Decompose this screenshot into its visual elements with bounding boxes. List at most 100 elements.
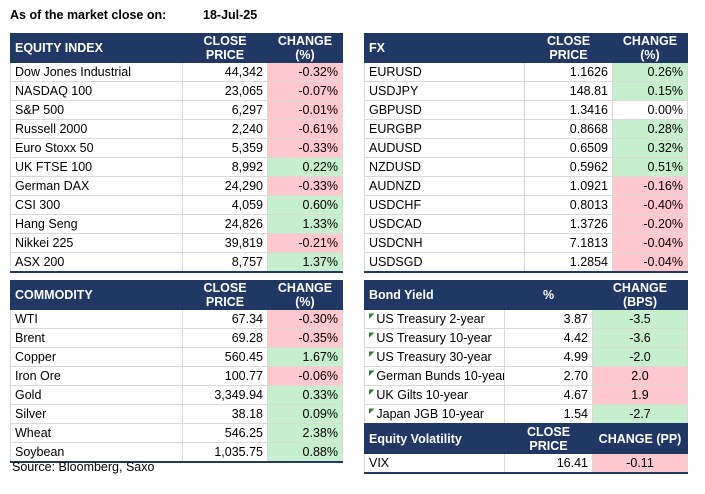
row-label: Nikkei 225 xyxy=(10,233,183,253)
table-header-row: EQUITY INDEX CLOSE PRICE CHANGE (%) xyxy=(10,33,343,63)
equity-index-table: EQUITY INDEX CLOSE PRICE CHANGE (%) Dow … xyxy=(10,33,343,273)
row-label-text: Soybean xyxy=(15,445,65,459)
row-label-text: AUDUSD xyxy=(369,141,422,155)
close-price-cell: 2,240 xyxy=(182,119,268,139)
table-row: Gold 3,349.94 0.33% xyxy=(10,385,343,405)
row-label: NASDAQ 100 xyxy=(10,81,183,101)
row-label-text: EURGBP xyxy=(369,122,422,136)
table-row: NASDAQ 100 23,065 -0.07% xyxy=(10,81,343,101)
commodity-table: COMMODITY CLOSE PRICE CHANGE (%) WTI 67.3… xyxy=(10,280,343,463)
row-label-text: VIX xyxy=(369,456,390,470)
table-row: Russell 2000 2,240 -0.61% xyxy=(10,119,343,139)
table-row: USDCHF 0.8013 -0.40% xyxy=(364,195,688,215)
table-row: UK FTSE 100 8,992 0.22% xyxy=(10,157,343,177)
cell-flag-icon: ◤ xyxy=(369,408,375,415)
row-label-text: Nikkei 225 xyxy=(15,236,74,250)
close-price-cell: 7.1813 xyxy=(524,233,613,253)
change-cell: 0.28% xyxy=(612,119,688,139)
table-row: Hang Seng 24,826 1.33% xyxy=(10,214,343,234)
row-label: NZDUSD xyxy=(364,157,525,177)
row-label-text: USDCAD xyxy=(369,217,422,231)
close-price-cell: 0.8668 xyxy=(524,119,613,139)
column-header-name: Bond Yield xyxy=(364,280,505,310)
row-label-text: German Bunds 10-year xyxy=(376,369,505,383)
change-cell: -0.06% xyxy=(267,366,343,386)
row-label: S&P 500 xyxy=(10,100,183,120)
table-header-row: Equity Volatility CLOSE PRICE CHANGE (PP… xyxy=(364,423,688,454)
table-row: Iron Ore 100.77 -0.06% xyxy=(10,366,343,386)
table-row: ASX 200 8,757 1.37% xyxy=(10,252,343,273)
table-row: VIX 16.41 -0.11 xyxy=(364,453,688,474)
column-header-price: CLOSE PRICE xyxy=(524,33,613,63)
row-label-text: US Treasury 30-year xyxy=(376,350,492,364)
row-label: Euro Stoxx 50 xyxy=(10,138,183,158)
close-price-cell: 546.25 xyxy=(182,423,268,443)
row-label: German DAX xyxy=(10,176,183,196)
row-label-text: S&P 500 xyxy=(15,103,65,117)
table-row: ◤ German Bunds 10-year 2.70 2.0 xyxy=(364,366,688,386)
close-price-cell: 1.3416 xyxy=(524,100,613,120)
change-cell: -0.33% xyxy=(267,138,343,158)
row-label-text: Iron Ore xyxy=(15,369,61,383)
row-label-text: Brent xyxy=(15,331,45,345)
table-header-row: FX CLOSE PRICE CHANGE (%) xyxy=(364,33,688,63)
table-row: ◤ US Treasury 2-year 3.87 -3.5 xyxy=(364,309,688,329)
change-cell: -0.40% xyxy=(612,195,688,215)
column-header-change: CHANGE (PP) xyxy=(592,423,688,454)
close-price-cell: 8,757 xyxy=(182,252,268,273)
row-label: Soybean xyxy=(10,442,183,463)
row-label: USDCHF xyxy=(364,195,525,215)
table-row: Soybean 1,035.75 0.88% xyxy=(10,442,343,463)
row-label-text: Copper xyxy=(15,350,56,364)
table-row: ◤ Japan JGB 10-year 1.54 -2.7 xyxy=(364,404,688,425)
row-label-text: Silver xyxy=(15,407,47,421)
row-label-text: Wheat xyxy=(15,426,52,440)
close-price-cell: 560.45 xyxy=(182,347,268,367)
row-label: UK FTSE 100 xyxy=(10,157,183,177)
row-label-text: USDJPY xyxy=(369,84,419,98)
row-label-text: UK FTSE 100 xyxy=(15,160,93,174)
row-label-text: Russell 2000 xyxy=(15,122,88,136)
close-price-cell: 5,359 xyxy=(182,138,268,158)
bond-yield-table: Bond Yield % CHANGE (BPS) ◤ US Treasury 2… xyxy=(364,280,688,474)
column-header-change: CHANGE (%) xyxy=(267,33,343,63)
source-note: Source: Bloomberg, Saxo xyxy=(12,460,155,474)
close-price-cell: 4.99 xyxy=(504,347,593,367)
column-header-name: EQUITY INDEX xyxy=(10,33,183,63)
close-price-cell: 4.42 xyxy=(504,328,593,348)
row-label-text: GBPUSD xyxy=(369,103,422,117)
close-price-cell: 24,826 xyxy=(182,214,268,234)
table-row: NZDUSD 0.5962 0.51% xyxy=(364,157,688,177)
change-cell: -0.21% xyxy=(267,233,343,253)
change-cell: -3.5 xyxy=(592,309,688,329)
row-label-text: German DAX xyxy=(15,179,90,193)
table-row: Silver 38.18 0.09% xyxy=(10,404,343,424)
change-cell: -0.33% xyxy=(267,176,343,196)
row-label: USDJPY xyxy=(364,81,525,101)
row-label: Copper xyxy=(10,347,183,367)
change-cell: -0.07% xyxy=(267,81,343,101)
as-of-date: 18-Jul-25 xyxy=(203,8,258,22)
column-header-change: CHANGE (%) xyxy=(612,33,688,63)
change-cell: 0.09% xyxy=(267,404,343,424)
row-label: Silver xyxy=(10,404,183,424)
close-price-cell: 0.6509 xyxy=(524,138,613,158)
row-label: ◤ German Bunds 10-year xyxy=(364,366,505,386)
table-header-row: COMMODITY CLOSE PRICE CHANGE (%) xyxy=(10,280,343,310)
change-cell: 1.33% xyxy=(267,214,343,234)
change-cell: -2.0 xyxy=(592,347,688,367)
column-header-change: CHANGE (%) xyxy=(267,280,343,310)
table-header-row: Bond Yield % CHANGE (BPS) xyxy=(364,280,688,310)
row-label: ◤ US Treasury 2-year xyxy=(364,309,505,329)
change-cell: 0.60% xyxy=(267,195,343,215)
row-label-text: NZDUSD xyxy=(369,160,422,174)
row-label: USDCAD xyxy=(364,214,525,234)
cell-flag-icon: ◤ xyxy=(369,370,375,377)
table-row: S&P 500 6,297 -0.01% xyxy=(10,100,343,120)
close-price-cell: 44,342 xyxy=(182,62,268,82)
row-label: AUDNZD xyxy=(364,176,525,196)
change-cell: -0.61% xyxy=(267,119,343,139)
row-label-text: USDSGD xyxy=(369,255,423,269)
column-header-yield: % xyxy=(504,280,593,310)
table-row: ◤ US Treasury 30-year 4.99 -2.0 xyxy=(364,347,688,367)
